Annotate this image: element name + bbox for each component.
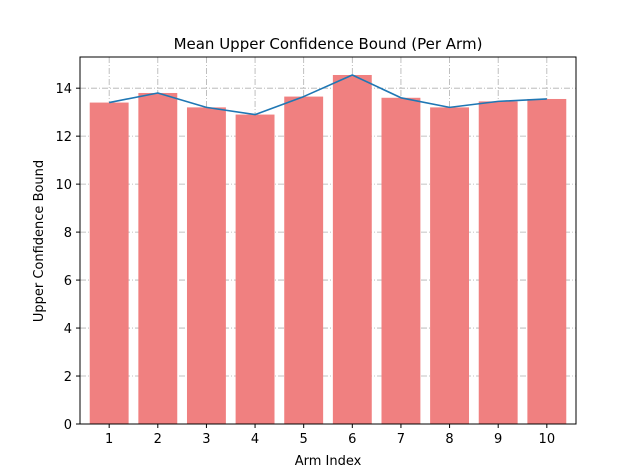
y-tick-label: 12 [55, 130, 72, 145]
bar [332, 74, 372, 424]
x-tick-label: 10 [539, 432, 556, 447]
line-series [109, 74, 547, 116]
chart-title: Mean Upper Confidence Bound (Per Arm) [174, 35, 483, 53]
x-tick-label: 2 [154, 432, 162, 447]
bar [430, 107, 470, 424]
y-tick-label: 0 [64, 418, 72, 433]
bar [235, 114, 275, 424]
x-axis-title: Arm Index [295, 454, 362, 469]
y-tick-label: 10 [55, 178, 72, 193]
x-tick-label: 7 [397, 432, 405, 447]
x-tick-label: 8 [445, 432, 453, 447]
y-axis: 0 2 4 6 8 10 12 14 [55, 82, 80, 433]
plot-frame [79, 56, 577, 425]
bar-series [89, 74, 567, 425]
series-line [109, 74, 547, 116]
y-tick-label: 8 [64, 226, 72, 241]
y-tick-label: 14 [55, 82, 72, 97]
y-tick-label: 4 [64, 322, 72, 337]
bar [527, 98, 567, 425]
bar [186, 107, 226, 424]
x-tick-label: 3 [202, 432, 210, 447]
y-tick-label: 6 [64, 274, 72, 289]
x-tick-label: 9 [494, 432, 502, 447]
bar [138, 92, 178, 424]
x-tick-label: 4 [251, 432, 259, 447]
x-tick-label: 5 [300, 432, 308, 447]
bar [89, 102, 129, 424]
y-axis-title: Upper Confidence Bound [32, 160, 47, 322]
bar [284, 96, 324, 424]
bar [381, 97, 421, 425]
y-tick-label: 2 [64, 370, 72, 385]
bar [478, 101, 518, 424]
x-tick-label: 1 [105, 432, 113, 447]
x-tick-label: 6 [348, 432, 356, 447]
x-axis: 1 2 3 4 5 6 7 8 9 10 [105, 424, 555, 447]
